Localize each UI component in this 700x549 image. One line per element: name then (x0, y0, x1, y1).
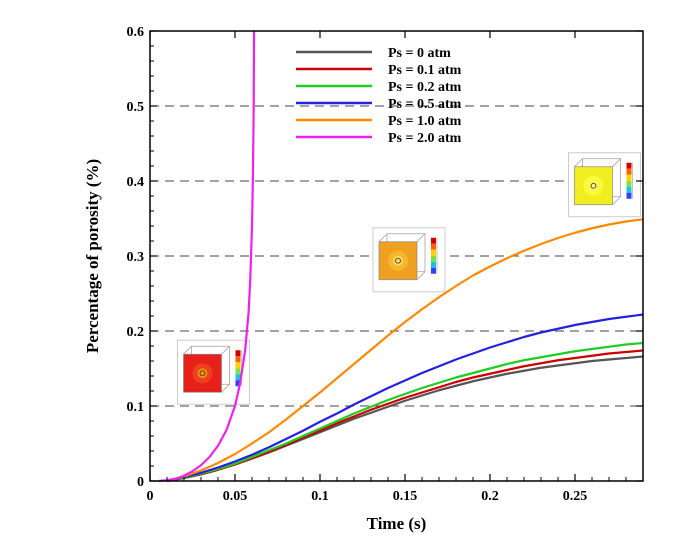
legend-label: Ps = 0.5 atm (388, 97, 462, 112)
x-tick-label: 0 (147, 489, 154, 504)
series-line-1 (166, 349, 644, 483)
x-tick-label: 0.25 (563, 489, 588, 504)
y-tick-label: 0 (137, 475, 144, 490)
x-tick-label: 0.1 (311, 489, 329, 504)
series-line-4 (166, 218, 644, 483)
legend: Ps = 0 atm Ps = 0.1 atm Ps = 0.2 atm Ps = 0… (296, 46, 462, 146)
legend-label: Ps = 0.2 atm (388, 80, 462, 95)
legend-label: Ps = 0 atm (388, 46, 451, 61)
y-tick-label: 0.3 (127, 250, 145, 265)
x-tick-label: 0.2 (481, 489, 499, 504)
series-lines (158, 30, 644, 483)
inset-orange (372, 227, 446, 293)
x-axis-title: Time (s) (367, 514, 427, 533)
x-tick-label: 0.05 (223, 489, 248, 504)
y-tick-label: 0.5 (127, 100, 145, 115)
inset-images (177, 152, 641, 405)
y-tick-label: 0.4 (127, 175, 145, 190)
inset-yellow (568, 152, 641, 218)
y-tick-label: 0.2 (127, 325, 145, 340)
axis-ticks: 0 0.05 0.1 0.15 0.2 0.25 0 0.1 0.2 0.3 0.4 0.5 0.6 (127, 25, 643, 504)
legend-label: Ps = 0.1 atm (388, 63, 462, 78)
series-line-5 (158, 30, 256, 483)
y-tick-label: 0.1 (127, 400, 145, 415)
inset-red (177, 339, 250, 405)
x-tick-label: 0.15 (393, 489, 418, 504)
series-line-2 (166, 341, 644, 483)
y-tick-label: 0.6 (127, 25, 145, 40)
series-line-3 (166, 313, 644, 483)
y-axis-title: Percentage of porosity (%) (83, 159, 102, 353)
legend-label: Ps = 2.0 atm (388, 131, 462, 146)
legend-label: Ps = 1.0 atm (388, 114, 462, 129)
